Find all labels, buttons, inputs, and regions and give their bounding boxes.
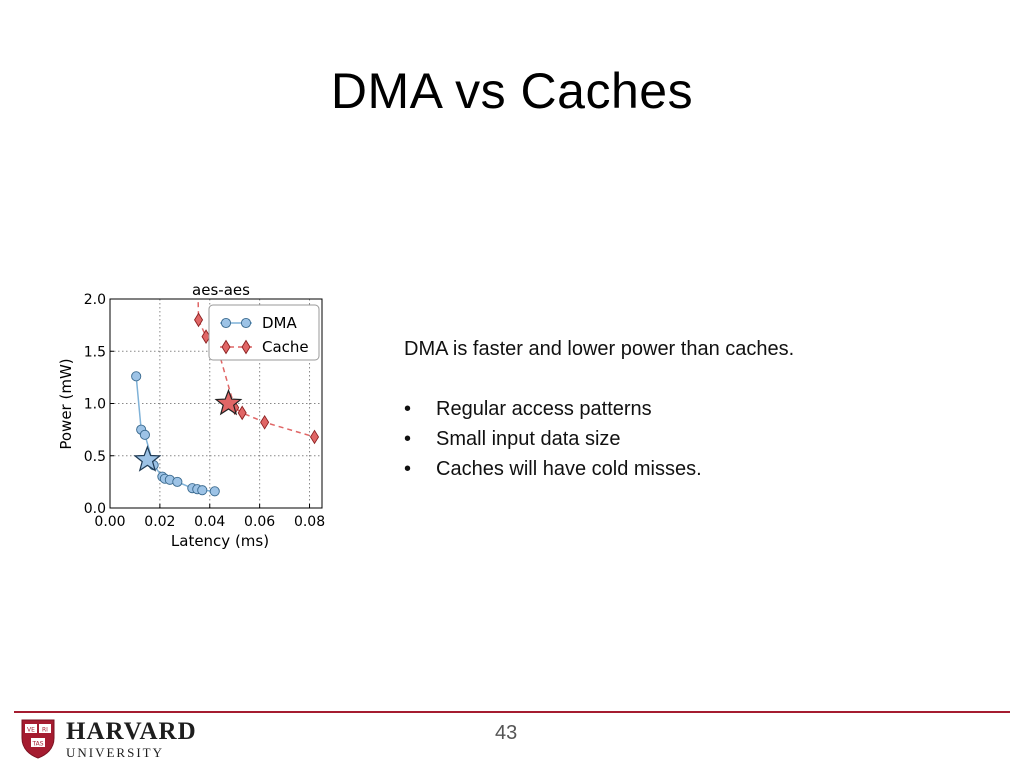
dma-point	[172, 476, 183, 487]
lead-text: DMA is faster and lower power than cache…	[404, 338, 795, 360]
chart-title: aes-aes	[192, 281, 250, 299]
legend-cache-marker	[241, 339, 251, 355]
dma-point	[139, 429, 150, 440]
x-axis-label: Latency (ms)	[171, 532, 269, 550]
x-tick-label: 0.04	[194, 514, 225, 530]
logo-subtitle: UNIVERSITY	[66, 745, 164, 760]
x-tick-label: 0.06	[244, 514, 275, 530]
bullet-item: Small input data size	[404, 424, 794, 454]
legend-dma-marker	[220, 317, 232, 329]
cache-highlight-star	[214, 388, 243, 416]
bullet-list: Regular access patterns Small input data…	[404, 394, 794, 484]
footer-divider	[14, 711, 1010, 713]
harvard-logo: VE RI TAS HARVARD UNIVERSITY	[20, 718, 197, 760]
dma-highlight-star	[133, 445, 162, 472]
x-tick-label: 0.02	[144, 514, 175, 530]
y-tick-label: 1.0	[84, 397, 106, 413]
y-tick-label: 1.5	[84, 344, 106, 360]
cache-point	[194, 312, 204, 328]
legend-box	[208, 304, 320, 361]
legend-dma-label: DMA	[262, 314, 297, 332]
slide-title: DMA vs Caches	[330, 63, 694, 119]
x-tick-label: 0.08	[294, 514, 325, 530]
logo-name: HARVARD	[66, 718, 197, 745]
y-tick-label: 0.5	[84, 449, 106, 465]
legend-dma-marker	[240, 317, 252, 329]
y-tick-label: 0.0	[84, 501, 106, 517]
chart: aes-aes 0.00 0.02 0.04 0.06 0.08 0.0 0.5 1.0 1.5…	[57, 281, 325, 550]
y-tick-label: 2.0	[84, 292, 106, 308]
x-tick-label: 0.00	[94, 514, 125, 530]
legend-cache-marker	[221, 339, 231, 355]
cache-series	[194, 299, 320, 445]
cache-point	[260, 414, 270, 430]
dma-series	[131, 371, 220, 497]
dma-point	[131, 371, 142, 382]
svg-text:TAS: TAS	[31, 741, 43, 748]
svg-text:RI: RI	[42, 727, 48, 734]
cache-point	[309, 429, 320, 445]
y-axis-label: Power (mW)	[57, 358, 75, 449]
legend-cache-label: Cache	[262, 338, 309, 356]
page-number: 43	[495, 722, 518, 744]
bullet-item: Caches will have cold misses.	[404, 454, 794, 484]
harvard-shield-icon: VE RI TAS	[21, 719, 55, 759]
legend: DMA Cache	[208, 304, 320, 361]
dma-point	[197, 485, 208, 496]
svg-text:VE: VE	[27, 727, 35, 734]
cache-point	[237, 405, 247, 421]
bullet-item: Regular access patterns	[404, 394, 794, 424]
dma-point	[209, 486, 220, 497]
text-block: DMA is faster and lower power than cache…	[404, 334, 794, 484]
